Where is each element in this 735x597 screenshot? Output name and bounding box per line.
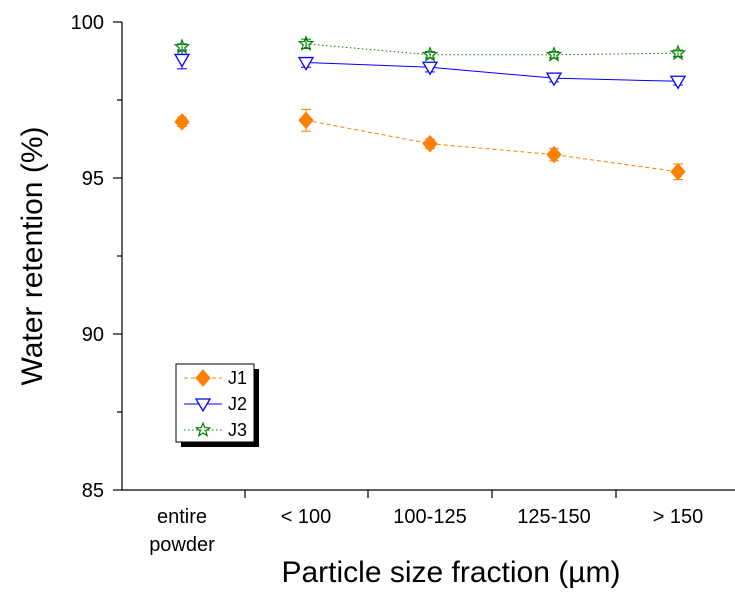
y-tick-label: 100 bbox=[71, 12, 104, 34]
data-point bbox=[421, 61, 439, 76]
series-j3 bbox=[173, 35, 687, 62]
data-point bbox=[297, 56, 315, 71]
x-ticks: entire powder < 100 100-125 125-150 > 150 bbox=[149, 490, 703, 556]
data-point bbox=[173, 53, 191, 68]
y-axis-title: Water retention (%) bbox=[16, 127, 49, 386]
series-line bbox=[305, 62, 679, 82]
data-point bbox=[298, 111, 314, 130]
x-tick-label: < 100 bbox=[281, 506, 332, 528]
data-point bbox=[670, 163, 686, 181]
series-j2 bbox=[173, 49, 687, 90]
legend-marker bbox=[194, 398, 212, 413]
data-point bbox=[546, 145, 562, 164]
data-point bbox=[421, 46, 439, 62]
legend-label: J3 bbox=[228, 420, 247, 440]
x-axis-title: Particle size fraction (µm) bbox=[281, 556, 620, 589]
legend-marker bbox=[195, 369, 211, 387]
legend-item-j3: J3 bbox=[184, 420, 247, 440]
x-tick-label: 100-125 bbox=[393, 506, 466, 528]
legend-label: J2 bbox=[228, 394, 247, 414]
y-tick-label: 95 bbox=[82, 168, 104, 190]
series-layer bbox=[173, 35, 687, 181]
legend-label: J1 bbox=[228, 368, 247, 388]
y-tick-label: 85 bbox=[82, 480, 104, 502]
data-point bbox=[422, 134, 438, 153]
series-line bbox=[305, 119, 679, 173]
data-point bbox=[173, 38, 191, 54]
legend: J1 J2 J3 bbox=[175, 363, 259, 447]
x-tick-label: > 150 bbox=[653, 506, 704, 528]
data-point bbox=[174, 113, 190, 131]
data-point bbox=[669, 75, 687, 90]
data-point bbox=[545, 46, 563, 62]
series-line bbox=[305, 43, 679, 56]
data-point bbox=[297, 35, 315, 51]
y-ticks: 85 90 95 100 bbox=[71, 12, 122, 502]
series-j1 bbox=[174, 108, 686, 181]
data-point bbox=[545, 72, 563, 87]
x-tick-label: entire bbox=[157, 506, 207, 528]
data-point bbox=[669, 44, 687, 61]
y-tick-label: 90 bbox=[82, 324, 104, 346]
x-tick-label: 125-150 bbox=[517, 506, 590, 528]
legend-item-j1: J1 bbox=[184, 368, 247, 388]
x-tick-label-line2: powder bbox=[149, 534, 215, 556]
legend-item-j2: J2 bbox=[184, 394, 247, 414]
legend-box bbox=[175, 363, 255, 443]
legend-marker bbox=[194, 421, 212, 438]
